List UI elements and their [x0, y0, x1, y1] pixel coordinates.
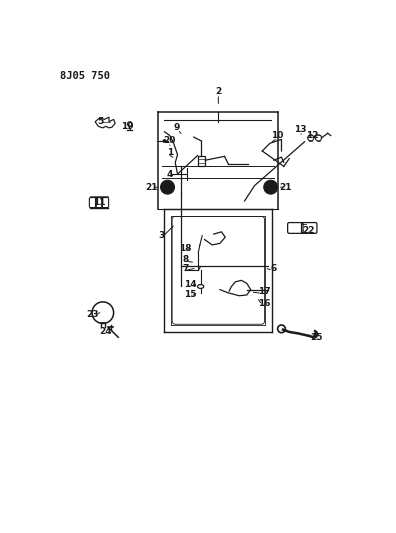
Circle shape: [162, 139, 166, 143]
Text: 22: 22: [302, 226, 315, 235]
Text: 1: 1: [167, 148, 173, 157]
Text: 8J05 750: 8J05 750: [60, 70, 110, 80]
Text: 10: 10: [271, 131, 284, 140]
Text: 14: 14: [184, 280, 197, 289]
Text: 15: 15: [185, 290, 197, 300]
Text: 24: 24: [100, 327, 112, 336]
Text: 21: 21: [279, 183, 291, 192]
Circle shape: [161, 180, 175, 194]
Text: 23: 23: [87, 311, 99, 319]
Text: 21: 21: [145, 183, 158, 192]
Text: 5: 5: [97, 117, 104, 126]
Text: 20: 20: [164, 136, 176, 146]
Text: 18: 18: [179, 244, 192, 253]
Text: 4: 4: [167, 169, 173, 179]
Text: 9: 9: [173, 123, 180, 132]
Text: 11: 11: [93, 198, 105, 207]
Text: 7: 7: [182, 264, 188, 273]
Text: 12: 12: [306, 131, 318, 140]
Text: 19: 19: [121, 122, 134, 131]
Text: 3: 3: [158, 231, 164, 240]
Text: 13: 13: [295, 125, 307, 134]
Text: 17: 17: [258, 287, 271, 296]
Text: 6: 6: [270, 264, 277, 273]
Text: 2: 2: [215, 87, 221, 96]
Text: 16: 16: [258, 299, 271, 308]
Text: 25: 25: [310, 333, 322, 342]
Circle shape: [264, 180, 278, 194]
Text: 8: 8: [182, 255, 188, 264]
